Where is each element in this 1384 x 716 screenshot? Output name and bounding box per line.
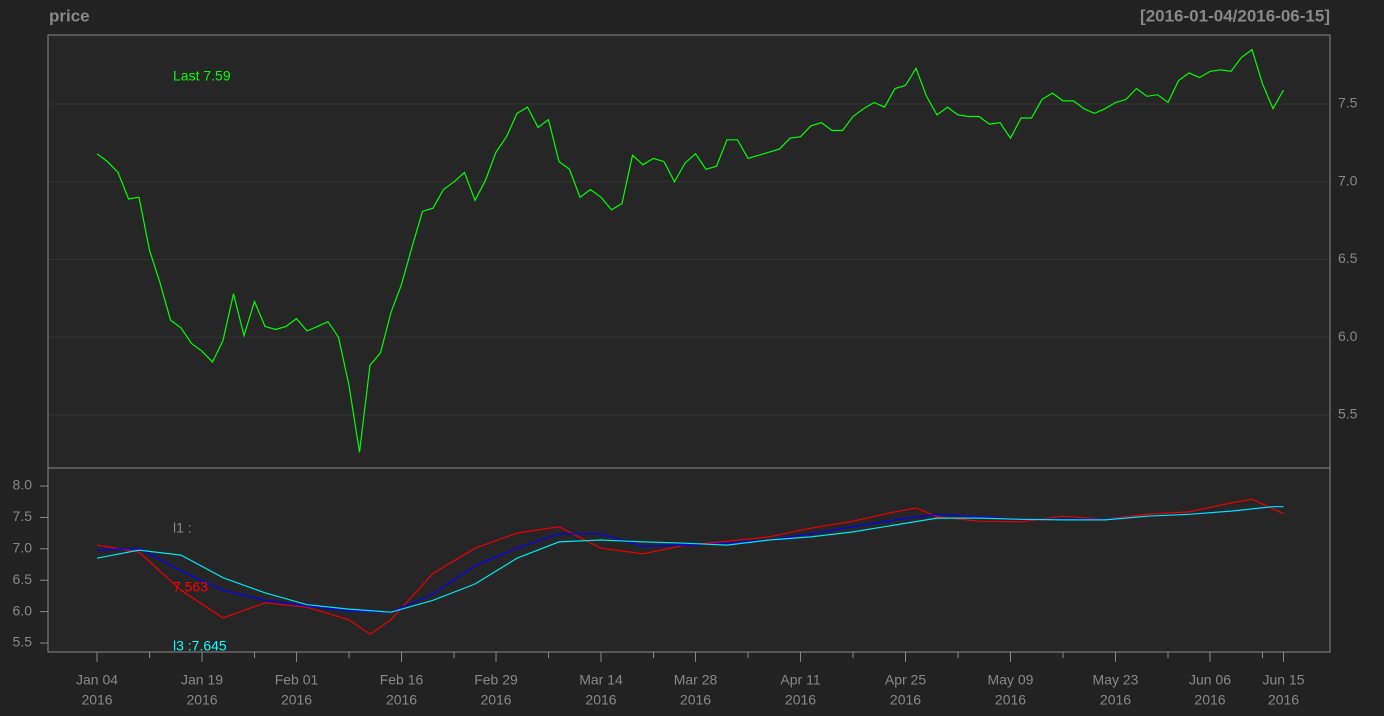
x-tick-year: 2016 — [480, 692, 511, 708]
x-tick-label: Jun 15 — [1262, 672, 1304, 688]
x-tick-label: May 09 — [988, 672, 1034, 688]
x-tick-year: 2016 — [1100, 692, 1131, 708]
y-tick-label: 8.0 — [13, 477, 33, 493]
x-tick-year: 2016 — [995, 692, 1026, 708]
x-tick-year: 2016 — [585, 692, 616, 708]
date-range: [2016-01-04/2016-06-15] — [1140, 6, 1330, 25]
y-tick-label: 6.0 — [13, 602, 33, 618]
x-tick-label: Jun 06 — [1189, 672, 1231, 688]
x-tick-year: 2016 — [186, 692, 217, 708]
x-tick-label: Feb 01 — [275, 672, 319, 688]
x-tick-label: May 23 — [1093, 672, 1139, 688]
x-tick-label: Apr 11 — [780, 672, 820, 688]
panel-frame — [47, 467, 1331, 653]
y-tick-label: 7.0 — [1338, 172, 1358, 188]
indicator-label: 7.563 — [173, 579, 208, 595]
x-tick-year: 2016 — [1268, 692, 1299, 708]
x-tick-label: Apr 25 — [885, 672, 926, 688]
x-tick-year: 2016 — [785, 692, 816, 708]
y-tick-label: 5.5 — [1338, 406, 1358, 422]
x-tick-label: Jan 04 — [76, 672, 118, 688]
indicator-label: l3 :7.645 — [173, 638, 227, 654]
x-tick-year: 2016 — [680, 692, 711, 708]
x-tick-year: 2016 — [386, 692, 417, 708]
x-tick-year: 2016 — [281, 692, 312, 708]
x-tick-year: 2016 — [890, 692, 921, 708]
plot-area — [48, 35, 1330, 652]
y-tick-label: 6.0 — [1338, 328, 1358, 344]
y-tick-label: 7.5 — [13, 508, 33, 524]
y-tick-label: 7.0 — [13, 540, 33, 556]
indicator-label: l1 : — [173, 520, 192, 536]
last-value: Last 7.59 — [173, 68, 231, 84]
y-tick-label: 6.5 — [1338, 250, 1358, 266]
x-tick-year: 2016 — [81, 692, 112, 708]
series-line — [96, 506, 1284, 613]
x-tick-year: 2016 — [1194, 692, 1225, 708]
y-tick-label: 7.5 — [1338, 95, 1358, 111]
x-tick-label: Feb 29 — [474, 672, 518, 688]
x-tick-label: Mar 28 — [674, 672, 718, 688]
y-tick-label: 6.5 — [13, 571, 33, 587]
x-tick-label: Feb 16 — [380, 672, 424, 688]
x-tick-label: Mar 14 — [579, 672, 623, 688]
x-tick-label: Jan 19 — [181, 672, 223, 688]
series-line — [96, 48, 1285, 453]
y-tick-label: 5.5 — [13, 634, 33, 650]
chart-title: price — [49, 6, 90, 25]
